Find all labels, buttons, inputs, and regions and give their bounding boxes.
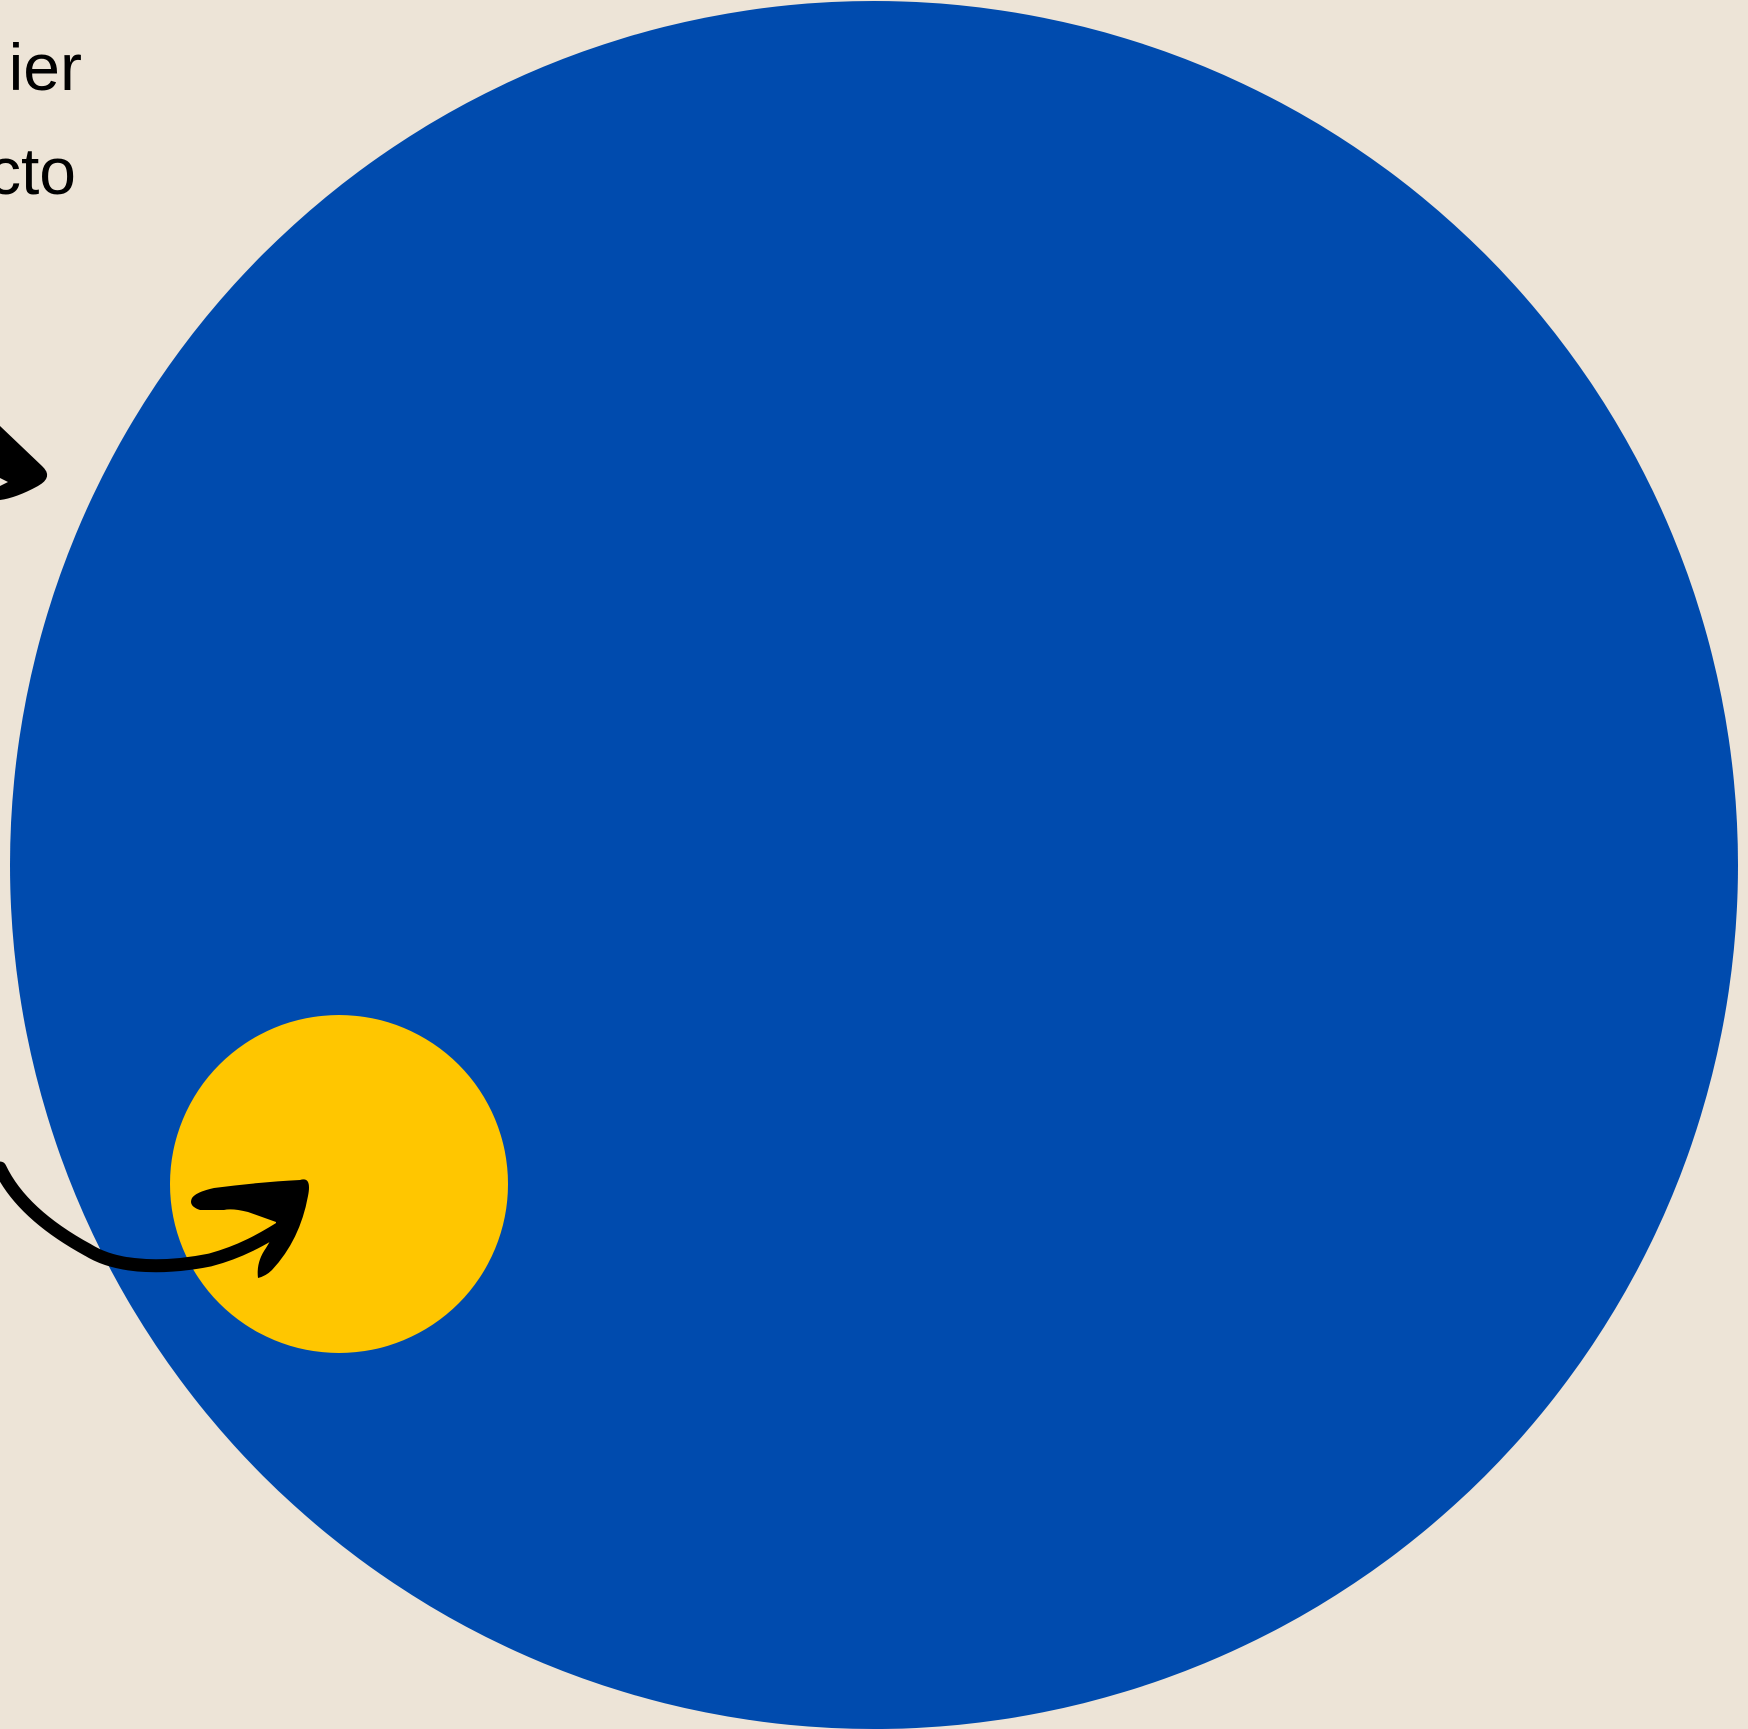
small-yellow-circle	[170, 1015, 508, 1353]
partial-label-cto: cto	[0, 134, 76, 208]
upper-arrowhead-icon	[0, 426, 48, 500]
curved-arrow-head-icon	[191, 1179, 309, 1278]
large-blue-circle	[10, 1, 1738, 1729]
curved-arrow-shaft	[0, 1161, 297, 1273]
partial-label-ier: ier	[8, 30, 82, 104]
